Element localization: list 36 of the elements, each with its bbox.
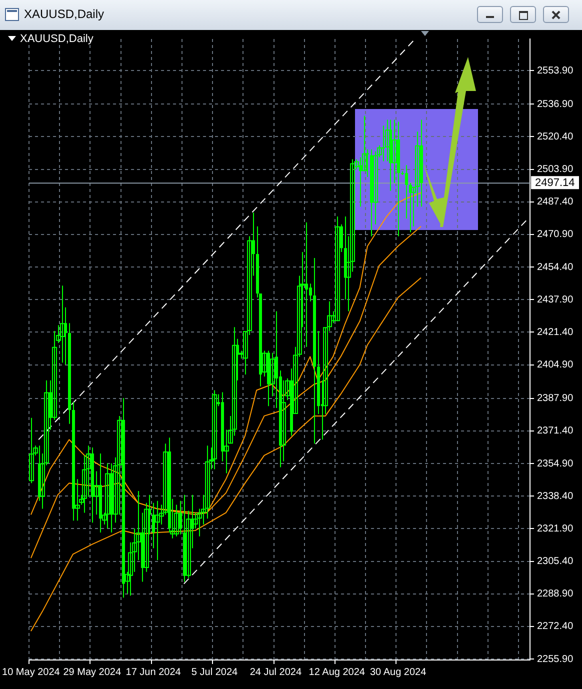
candlestick [29, 418, 34, 484]
x-tick-label: 12 Aug 2024 [308, 666, 366, 678]
x-tick-label: 10 May 2024 [2, 666, 60, 678]
y-tick-label: 2305.40 [537, 556, 574, 568]
y-tick-label: 2503.90 [537, 164, 574, 176]
ref-line-label: 2497.14 [535, 177, 575, 190]
y-tick-label: 2536.90 [537, 98, 574, 110]
candlestick [335, 216, 340, 322]
candlestick [212, 390, 217, 470]
y-tick-label: 2437.90 [537, 294, 574, 306]
candlestick [155, 500, 160, 560]
x-tick-label: 17 Jun 2024 [126, 666, 182, 678]
y-tick-label: 2272.40 [537, 621, 574, 632]
candlestick [392, 120, 397, 183]
y-tick-label: 2553.90 [537, 65, 574, 76]
y-tick-label: 2487.40 [537, 196, 574, 208]
y-tick-label: 2338.40 [537, 490, 574, 502]
y-tick-label: 2288.90 [537, 588, 574, 600]
y-tick-label: 2371.40 [537, 426, 574, 437]
y-tick-label: 2454.40 [537, 262, 574, 273]
x-tick-label: 24 Jul 2024 [250, 666, 302, 678]
chart-subtitle: XAUUSD,Daily [20, 33, 94, 45]
x-tick-label: 29 May 2024 [63, 666, 122, 678]
candlestick [281, 380, 286, 462]
x-tick-label: 30 Aug 2024 [370, 666, 427, 678]
x-tick-label: 5 Jul 2024 [191, 666, 238, 678]
y-tick-label: 2255.90 [537, 654, 574, 665]
chart-title: XAUUSD,Daily [24, 7, 104, 21]
y-tick-label: 2354.90 [537, 458, 574, 470]
y-tick-label: 2404.90 [537, 360, 574, 371]
y-tick-label: 2321.90 [537, 523, 574, 534]
y-tick-label: 2470.90 [537, 229, 574, 240]
y-tick-label: 2421.40 [537, 326, 574, 338]
y-tick-label: 2387.90 [537, 393, 574, 404]
y-tick-label: 2520.40 [537, 131, 574, 142]
candlestick [60, 286, 65, 363]
